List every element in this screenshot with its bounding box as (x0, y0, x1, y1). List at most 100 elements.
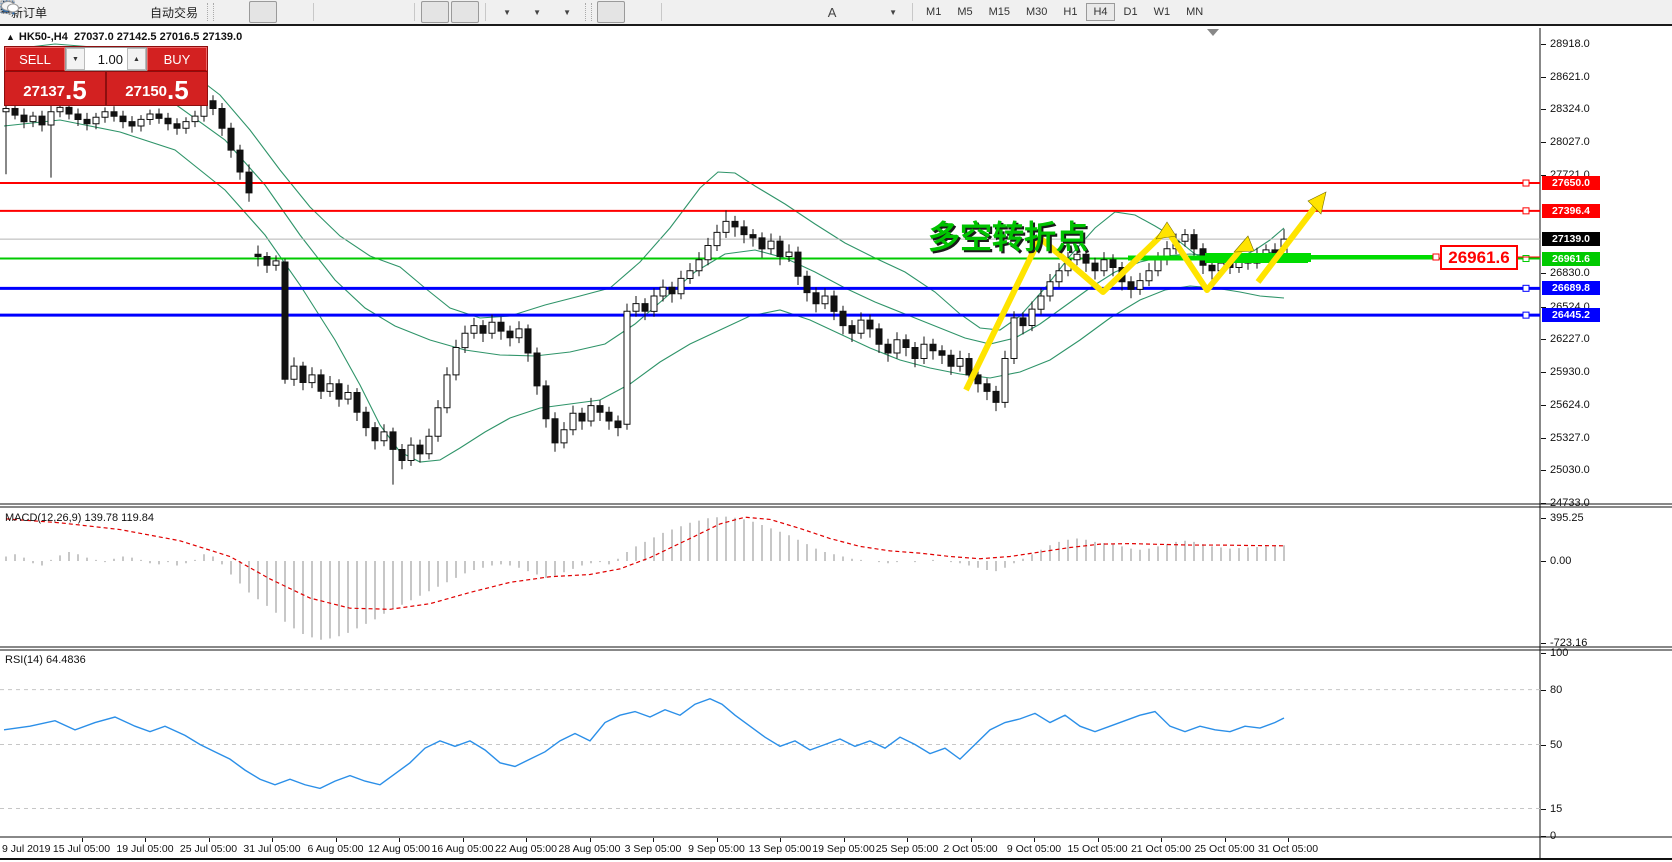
buy-price-main: 27150 (125, 83, 168, 100)
timeframe-H4[interactable]: H4 (1086, 3, 1115, 21)
rsi-tick-mark (1541, 744, 1546, 746)
price-tick-label: 25930.0 (1550, 365, 1590, 378)
macd-tick-mark (1541, 518, 1546, 519)
price-tick-label: 26830.0 (1550, 266, 1590, 279)
timeframe-M1[interactable]: M1 (926, 6, 942, 18)
volume-increase-button[interactable]: ▲ (127, 48, 146, 70)
price-tick-mark (1541, 109, 1546, 111)
rsi-tick-mark (1541, 689, 1546, 691)
indicators-dropdown-arrow[interactable]: ▼ (503, 7, 511, 17)
time-axis-label: 3 Sep 05:00 (624, 843, 682, 855)
timeframe-M5[interactable]: M5 (957, 6, 973, 18)
timeframe-M15[interactable]: M15 (988, 6, 1010, 18)
time-tick-mark (272, 838, 273, 842)
time-axis-label: 19 Jul 05:00 (116, 843, 174, 855)
turning-point-annotation: 多空转折点 (928, 219, 1089, 255)
buy-price[interactable]: 27150.5 (105, 72, 207, 105)
macd-axis-label: -723.16 (1550, 637, 1588, 649)
timeframe-W1[interactable]: W1 (1153, 6, 1171, 18)
time-axis-label: 25 Jul 05:00 (179, 843, 238, 855)
price-tick-mark (1541, 371, 1546, 373)
bear-candles (11, 100, 1279, 461)
time-axis-label: 9 Jul 2019 (2, 843, 51, 855)
price-tick-label: 28621.0 (1550, 70, 1590, 83)
rsi-tick-mark (1541, 836, 1546, 837)
toolbar-separator (661, 3, 663, 21)
price-tick-mark (1541, 437, 1546, 439)
price-tick-label: 28027.0 (1550, 135, 1590, 148)
collapse-ohlc-icon[interactable]: ▲ (6, 32, 15, 42)
time-axis-label: 12 Aug 05:00 (368, 843, 430, 855)
chart-shift-marker[interactable] (1207, 29, 1219, 36)
buy-button[interactable]: BUY (147, 47, 207, 71)
macd-tick-mark (1541, 561, 1546, 562)
time-tick-mark (526, 838, 527, 842)
toolbar-separator (313, 3, 315, 21)
text-tool-button[interactable]: A (827, 4, 837, 20)
toolbar-separator (912, 3, 914, 21)
volume-input[interactable]: 1.00 (97, 51, 123, 67)
timeframe-D1[interactable]: D1 (1123, 6, 1138, 18)
ohlc-close: 27139.0 (202, 31, 243, 43)
rsi-axis-label: 0 (1550, 830, 1557, 842)
yellow-up-arrow[interactable] (1255, 196, 1325, 284)
trend-line-handle[interactable] (1302, 253, 1311, 262)
yellow-arrowhead (1233, 235, 1255, 253)
chat-icon[interactable] (1, 1, 1666, 23)
sell-price-pips: .5 (65, 75, 87, 105)
time-tick-mark (653, 838, 654, 842)
timeframe-M30[interactable]: M30 (1026, 6, 1048, 18)
toolbar-grip (585, 3, 593, 21)
rsi-line (3, 697, 1285, 790)
rsi-tick-mark (1541, 653, 1546, 654)
time-axis-label: 9 Oct 05:00 (1006, 843, 1062, 855)
time-tick-mark (716, 838, 718, 842)
yellow-zigzag-arrow[interactable] (963, 227, 1249, 392)
volume-decrease-button[interactable]: ▼ (66, 48, 85, 70)
sell-price[interactable]: 27137.5 (5, 72, 105, 105)
price-tick-label: 25624.0 (1550, 399, 1590, 412)
level-price-label: 27396.4 (1542, 203, 1600, 218)
templates-dropdown-arrow[interactable]: ▼ (563, 7, 571, 17)
toolbar-separator (485, 3, 487, 21)
toolbar-grip (207, 3, 215, 21)
chart-shift-button[interactable] (1, 1, 480, 23)
sell-button[interactable]: SELL (5, 47, 65, 71)
rsi-axis-label: 100 (1550, 647, 1569, 659)
time-tick-mark (145, 838, 146, 842)
ohlc-high: 27142.5 (116, 31, 157, 43)
arrows-dropdown-arrow[interactable]: ▼ (889, 7, 897, 17)
time-tick-mark (81, 838, 83, 842)
price-tick-mark (1541, 339, 1546, 341)
buy-price-pips: .5 (167, 75, 189, 105)
price-tick-label: 28324.0 (1550, 103, 1590, 116)
time-axis-label: 31 Oct 05:00 (1257, 843, 1319, 855)
timeframe-MN[interactable]: MN (1186, 6, 1204, 18)
rsi-axis-label: 15 (1550, 802, 1563, 815)
macd-indicator-label: MACD(12,26,9) 139.78 119.84 (5, 512, 154, 524)
rsi-indicator-label: RSI(14) 64.4836 (5, 654, 86, 666)
time-tick-mark (335, 838, 337, 842)
time-tick-mark (1097, 838, 1099, 842)
time-axis-label: 2 Oct 05:00 (943, 843, 998, 855)
rsi-tick-mark (1541, 808, 1546, 810)
time-axis-label: 21 Oct 05:00 (1130, 843, 1192, 855)
price-tick-mark (1541, 272, 1546, 274)
time-tick-mark (1288, 838, 1289, 842)
level-line-handle (1522, 207, 1530, 215)
time-axis-label: 16 Aug 05:00 (431, 843, 494, 855)
new-order-label: 新订单 (11, 5, 48, 20)
time-axis-label: 13 Sep 05:00 (748, 843, 812, 855)
time-axis-label: 31 Jul 05:00 (243, 843, 301, 855)
timeframe-H1[interactable]: H1 (1063, 6, 1078, 18)
level-line-handle (1522, 284, 1530, 292)
macd-tick-mark (1541, 643, 1546, 644)
macd-axis-label: 0.00 (1550, 555, 1572, 567)
periods-dropdown-arrow[interactable]: ▼ (533, 7, 541, 17)
time-tick-mark (843, 838, 845, 842)
toolbar: 新订单 自动交易 (0, 0, 1672, 26)
price-callout-box[interactable]: 26961.6 (1440, 245, 1518, 270)
symbol-name: HK50-,H4 (18, 31, 68, 43)
